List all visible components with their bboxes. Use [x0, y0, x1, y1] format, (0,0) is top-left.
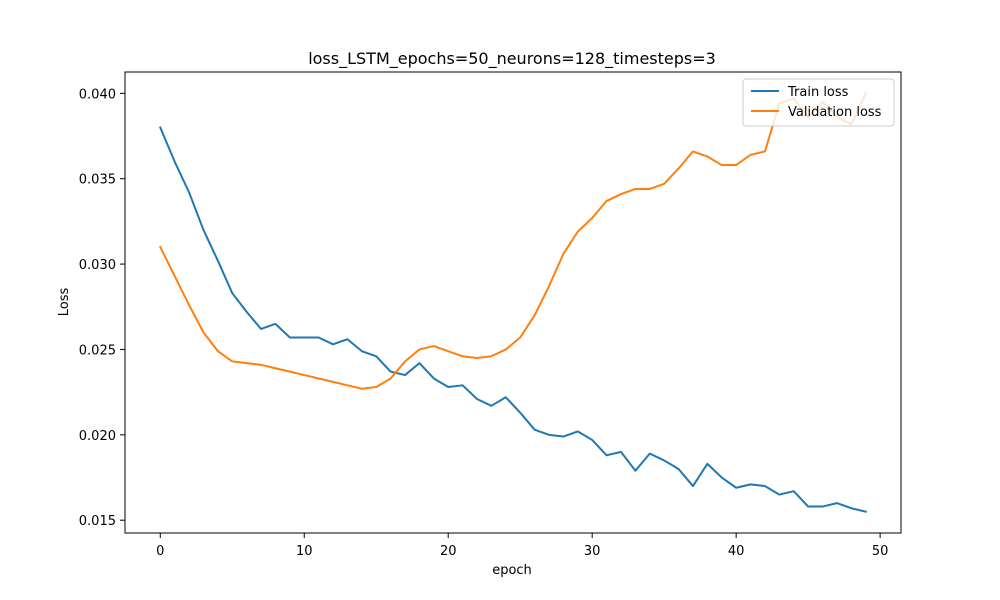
y-axis: 0.015 0.020 0.025 0.030 0.035 0.040	[79, 87, 125, 529]
y-axis-label: Loss	[57, 288, 72, 317]
y-tick-label: 0.025	[79, 343, 116, 358]
y-tick-label: 0.030	[79, 258, 116, 273]
x-tick-label: 40	[728, 544, 745, 559]
x-tick-label: 50	[872, 544, 889, 559]
series-layer	[158, 92, 868, 513]
series-line-train	[158, 126, 867, 513]
x-tick-label: 0	[156, 544, 164, 559]
x-axis: 0 10 20 30 40 50	[156, 533, 888, 559]
legend: Train loss Validation loss	[742, 78, 895, 127]
x-axis-label: epoch	[492, 563, 532, 578]
y-tick-label: 0.040	[79, 87, 116, 102]
x-tick-label: 30	[584, 544, 601, 559]
plot-frame	[124, 71, 902, 534]
chart-title: loss_LSTM_epochs=50_neurons=128_timestep…	[308, 49, 716, 69]
x-tick-label: 20	[440, 544, 457, 559]
y-tick-label: 0.035	[79, 173, 116, 188]
x-tick-label: 10	[296, 544, 313, 559]
legend-label-validation: Validation loss	[788, 105, 882, 120]
y-tick-label: 0.020	[79, 429, 116, 444]
legend-label-train: Train loss	[787, 85, 849, 100]
y-tick-label: 0.015	[79, 514, 116, 529]
series-line-validation	[158, 92, 868, 390]
legend-box	[742, 78, 895, 127]
